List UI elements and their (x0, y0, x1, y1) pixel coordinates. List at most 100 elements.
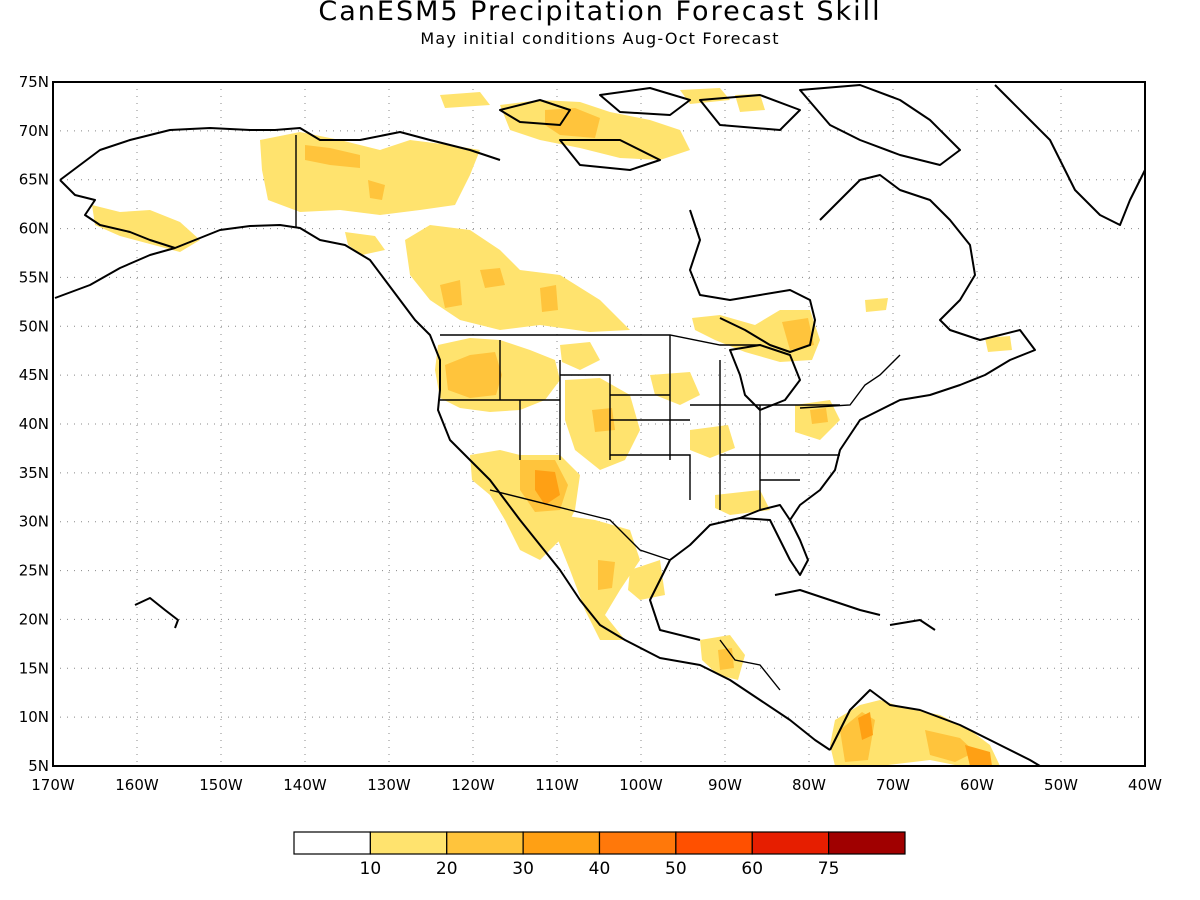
skill-region-central-plains-core (592, 408, 615, 432)
lon-tick-label: 110W (535, 776, 579, 794)
skill-region-arizona-mexico-peak (535, 470, 560, 505)
skill-region-western-mexico-core (598, 560, 615, 590)
skill-region-arctic-islands-west (440, 92, 490, 108)
arctic-island-5 (559, 139, 661, 171)
lat-tick-label: 20N (19, 610, 49, 628)
skill-region-montana (560, 342, 600, 370)
lon-tick-label: 40W (1128, 776, 1162, 794)
colorbar-swatch (446, 831, 524, 855)
skill-region-northwest-canada (405, 225, 630, 332)
lat-tick-label: 60N (19, 220, 49, 238)
lon-tick-label: 80W (792, 776, 826, 794)
map-subtitle: May initial conditions Aug-Oct Forecast (420, 29, 780, 48)
colorbar-swatch (293, 831, 371, 855)
skill-region-north-alaska-yukon-core (305, 145, 360, 168)
coast-hudson-bay (689, 209, 816, 353)
lat-tick-label: 25N (19, 562, 49, 580)
skill-region-northwest-canada-core3 (480, 268, 505, 288)
skill-region-maritimes (985, 336, 1012, 352)
border-central-america (719, 639, 781, 691)
arctic-island-3 (699, 94, 801, 131)
lon-tick-label: 50W (1044, 776, 1078, 794)
coast-cuba (774, 589, 881, 616)
skill-region-north-alaska-yukon-core2 (368, 180, 385, 200)
lon-tick-label: 120W (451, 776, 495, 794)
colorbar-label: 60 (741, 859, 763, 879)
colorbar-label: 50 (665, 859, 687, 879)
lat-tick-label: 10N (19, 708, 49, 726)
colorbar-swatch (675, 831, 753, 855)
skill-region-missouri (690, 425, 735, 458)
coast-florida (739, 504, 791, 521)
skill-region-northwest-canada-core2 (540, 285, 558, 312)
lon-tick-label: 170W (31, 776, 75, 794)
colorbar-label: 20 (436, 859, 458, 879)
longitude-labels: 170W 160W 150W 140W 130W 120W 110W 100W 90W 80W 70… (31, 776, 1162, 794)
map-frame (52, 81, 1146, 767)
border-us-mexico (489, 489, 671, 561)
lon-tick-label: 90W (708, 776, 742, 794)
coast-alaska (54, 224, 831, 751)
skill-region-gulf-states (715, 490, 770, 515)
arctic-island-1 (499, 99, 571, 126)
skill-shading (92, 88, 1012, 766)
lon-tick-label: 130W (367, 776, 411, 794)
arctic-island-2 (599, 87, 691, 116)
political-borders (295, 135, 901, 691)
border-us-canada (440, 334, 901, 409)
skill-region-guyana (925, 730, 975, 762)
lat-tick-label: 55N (19, 268, 49, 286)
lat-tick-label: 30N (19, 513, 49, 531)
skill-region-arctic-islands-north (680, 88, 730, 104)
coast-aleutians (134, 597, 179, 629)
lon-tick-label: 160W (115, 776, 159, 794)
skill-region-hudson-bay-east-core (782, 318, 814, 350)
lon-tick-label: 60W (960, 776, 994, 794)
lat-tick-label: 75N (19, 73, 49, 91)
skill-region-northwest-canada-core (440, 280, 462, 308)
coastlines (54, 84, 1145, 766)
lat-tick-label: 5N (28, 757, 49, 775)
coast-alaska-seward (59, 179, 176, 249)
lon-tick-label: 70W (876, 776, 910, 794)
skill-region-bc-coast (345, 232, 385, 255)
colorbar-swatch (598, 831, 677, 855)
skill-region-northern-south-america-peak (858, 712, 873, 740)
lon-tick-label: 150W (199, 776, 243, 794)
colorbar-label: 75 (818, 859, 840, 879)
coast-south-america (829, 689, 1041, 766)
colorbar-swatch (828, 831, 906, 855)
skill-region-dakotas (650, 372, 700, 405)
coast-hudson-bay-east (649, 174, 1036, 641)
coast-greenland (994, 84, 1145, 226)
map-title: CanESM5 Precipitation Forecast Skill (318, 0, 882, 27)
lat-tick-label: 35N (19, 464, 49, 482)
lat-tick-label: 50N (19, 317, 49, 335)
colorbar-label: 40 (589, 859, 611, 879)
arctic-island-4 (799, 84, 961, 166)
border-us-states (440, 335, 840, 510)
lat-tick-label: 65N (19, 171, 49, 189)
lat-tick-label: 15N (19, 659, 49, 677)
colorbar-swatch (522, 831, 601, 855)
lon-tick-label: 140W (283, 776, 327, 794)
lon-tick-label: 100W (619, 776, 663, 794)
skill-region-guyana-peak (965, 745, 992, 766)
skill-region-quebec (865, 298, 888, 312)
latitude-labels: 75N 70N 65N 60N 55N 50N 45N 40N 35N 30N 25N 20N 15N 1… (19, 73, 49, 775)
skill-region-arctic-islands-core (545, 108, 600, 138)
skill-region-pacific-northwest-core (445, 352, 502, 398)
great-lakes (729, 344, 801, 411)
skill-region-central-america-core (718, 648, 734, 670)
lat-tick-label: 70N (19, 122, 49, 140)
colorbar-legend: 10 20 30 40 50 60 75 (293, 831, 906, 879)
skill-region-arctic-islands-east (735, 94, 765, 112)
skill-region-ohio-core (810, 408, 828, 424)
colorbar-label: 30 (512, 859, 534, 879)
colorbar-label: 10 (360, 859, 382, 879)
coast-hispaniola (889, 619, 936, 631)
colorbar-swatch (751, 831, 830, 855)
colorbar-swatch (369, 831, 448, 855)
lat-tick-label: 40N (19, 415, 49, 433)
